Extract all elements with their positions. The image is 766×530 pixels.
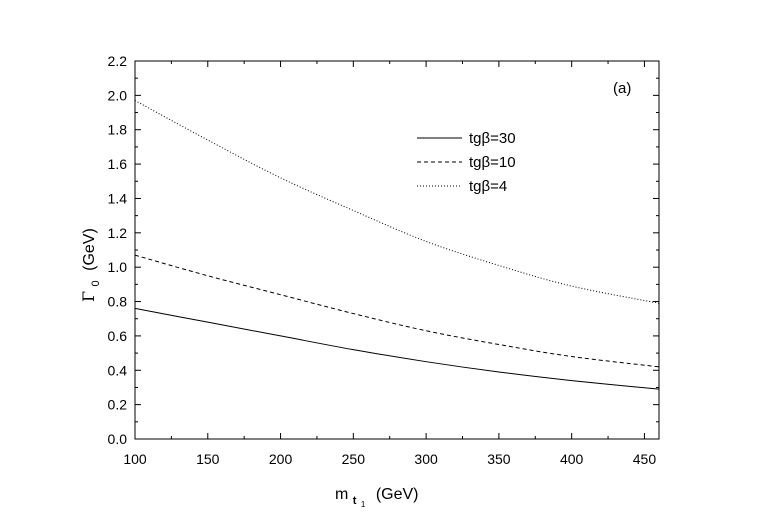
series-line-3 bbox=[134, 100, 660, 304]
y-tick-label: 1.4 bbox=[108, 190, 128, 206]
axes-layer: 0.0 0.2 0.4 0.6 0.8 1.0 1.2 1.4 1.6 1.8 2.0 2.2 100 1… bbox=[108, 53, 660, 467]
y-axis-title-sub: 0 bbox=[90, 280, 102, 286]
panel-label: (a) bbox=[613, 80, 631, 97]
x-axis-title: m t 1 (GeV) bbox=[335, 486, 418, 511]
y-tick-label: 0.0 bbox=[108, 431, 128, 447]
x-axis-title-main: m bbox=[335, 486, 348, 503]
x-tick-label: 350 bbox=[487, 451, 511, 467]
y-axis-title-main: Γ bbox=[79, 291, 98, 302]
x-axis-title-subsub: 1 bbox=[361, 500, 366, 509]
y-tick-label: 1.2 bbox=[108, 225, 128, 241]
series-line-1 bbox=[134, 307, 660, 390]
legend: tgβ=30 tgβ=10 tgβ=4 bbox=[417, 130, 516, 195]
y-tick-label: 2.0 bbox=[108, 87, 128, 103]
x-tick-label: 400 bbox=[560, 451, 584, 467]
legend-label-1: tgβ=30 bbox=[469, 130, 516, 147]
plot-frame bbox=[134, 60, 660, 440]
legend-label-2: tgβ=10 bbox=[469, 154, 516, 171]
series-layer bbox=[134, 100, 660, 390]
x-tick-label: 100 bbox=[123, 451, 147, 467]
y-tick-label: 0.4 bbox=[108, 362, 128, 378]
y-axis-title-unit: (GeV) bbox=[81, 228, 98, 271]
x-tick-label: 450 bbox=[633, 451, 657, 467]
legend-label-3: tgβ=4 bbox=[469, 178, 507, 195]
x-tick-label: 250 bbox=[342, 451, 366, 467]
y-axis-title: Γ 0 (GeV) bbox=[79, 228, 103, 302]
x-tick-label: 150 bbox=[196, 451, 220, 467]
y-tick-label: 1.6 bbox=[108, 156, 128, 172]
y-tick-label: 2.2 bbox=[108, 53, 128, 69]
x-axis-title-unit: (GeV) bbox=[376, 486, 419, 503]
x-tick-label: 300 bbox=[414, 451, 438, 467]
y-tick-label: 0.6 bbox=[108, 328, 128, 344]
x-tick-label: 200 bbox=[269, 451, 293, 467]
y-tick-label: 1.8 bbox=[108, 122, 128, 138]
y-tick-label: 0.8 bbox=[108, 294, 128, 310]
x-axis-title-sub: t bbox=[353, 495, 357, 507]
y-tick-label: 0.2 bbox=[108, 397, 128, 413]
y-tick-label: 1.0 bbox=[108, 259, 128, 275]
series-line-2 bbox=[134, 254, 660, 368]
